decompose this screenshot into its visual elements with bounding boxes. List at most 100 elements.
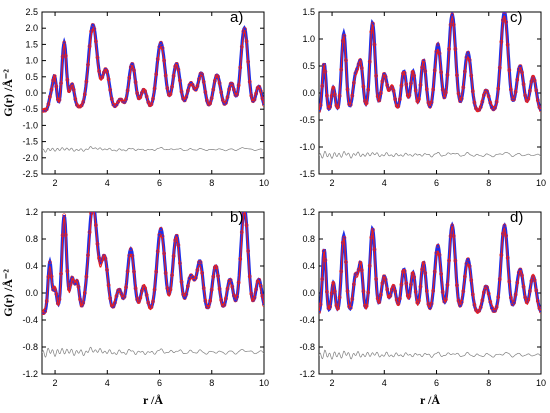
data-point <box>130 253 135 258</box>
data-point <box>135 297 140 302</box>
data-point <box>62 213 67 218</box>
data-point <box>453 47 458 51</box>
data-point <box>212 78 217 83</box>
data-point <box>331 85 336 90</box>
data-point <box>436 243 440 248</box>
data-point <box>54 291 59 296</box>
data-point <box>459 300 464 304</box>
data-point <box>71 87 76 92</box>
data-point <box>467 264 472 269</box>
data-point <box>235 294 239 299</box>
data-point <box>532 78 537 83</box>
data-point <box>151 96 155 101</box>
data-point <box>523 93 528 98</box>
data-point <box>477 308 482 313</box>
x-tick-label: 10 <box>259 378 269 388</box>
data-point <box>423 69 428 74</box>
data-point <box>494 99 499 104</box>
data-point <box>101 253 106 258</box>
data-point <box>103 256 108 261</box>
data-point <box>475 108 480 113</box>
data-point <box>81 99 86 104</box>
data-point <box>162 58 167 63</box>
y-tick-label: -0.8 <box>22 342 38 352</box>
data-point <box>219 298 224 302</box>
data-point <box>364 304 369 308</box>
data-point <box>193 275 198 280</box>
data-point <box>518 64 523 69</box>
data-point <box>502 12 507 14</box>
data-point <box>65 77 70 82</box>
data-point <box>321 249 326 254</box>
x-tick-label: 6 <box>157 378 162 388</box>
data-point <box>356 62 361 67</box>
data-point <box>340 38 345 43</box>
data-point <box>497 277 502 281</box>
data-point <box>111 304 116 309</box>
data-point <box>342 33 347 38</box>
data-point <box>203 298 208 303</box>
data-point <box>450 223 455 228</box>
y-tick-label: -1.0 <box>299 142 315 152</box>
y-tick-label: -1.2 <box>22 369 38 379</box>
data-point <box>254 287 258 292</box>
chart-panel-4: 2 4 6 8 10 -1.2 -0.8 -0.4 0.0 0.4 0.8 1.2 d) r /Å <box>299 207 546 407</box>
y-tick-label: 1.2 <box>25 207 38 217</box>
data-point <box>510 97 515 102</box>
data-point <box>499 253 504 257</box>
data-point <box>364 101 369 106</box>
data-point <box>59 81 63 86</box>
data-point <box>402 71 407 75</box>
x-axis-label: r /Å <box>420 393 440 407</box>
data-point <box>418 284 423 289</box>
data-point <box>520 70 524 75</box>
data-point <box>254 91 258 96</box>
data-point <box>413 88 418 93</box>
x-tick-label: 8 <box>209 378 214 388</box>
data-point <box>372 247 377 252</box>
data-point <box>238 65 243 70</box>
data-point <box>382 72 386 76</box>
data-point <box>122 294 127 299</box>
data-point <box>442 95 447 100</box>
data-point <box>331 281 336 285</box>
data-point <box>79 103 84 108</box>
y-axis-label: G(r) /Å⁻² <box>1 69 15 117</box>
data-point <box>466 257 470 262</box>
data-point <box>520 273 524 278</box>
data-point <box>113 300 117 305</box>
data-point <box>139 90 144 95</box>
data-point <box>466 50 470 55</box>
data-point <box>539 108 541 113</box>
data-point <box>209 287 214 292</box>
series-experimental <box>319 221 541 314</box>
data-point <box>44 299 49 303</box>
data-point <box>513 292 518 297</box>
data-point <box>366 87 371 92</box>
data-point <box>526 96 531 101</box>
data-point <box>478 105 483 109</box>
y-tick-label: 1.5 <box>302 7 315 17</box>
data-point <box>133 80 138 85</box>
data-point <box>195 84 200 88</box>
data-point <box>323 258 328 262</box>
data-point <box>378 292 383 297</box>
data-point <box>383 74 388 79</box>
data-point <box>499 39 504 44</box>
data-point <box>388 293 393 298</box>
data-point <box>391 284 396 288</box>
data-point <box>494 305 499 309</box>
data-point <box>480 99 485 104</box>
data-point <box>390 287 394 292</box>
data-point <box>423 271 428 275</box>
data-point <box>228 278 233 283</box>
data-point <box>380 79 385 84</box>
data-point <box>432 269 437 274</box>
y-tick-label: 0.0 <box>25 288 38 298</box>
data-point <box>385 287 390 292</box>
data-point <box>332 289 337 294</box>
data-point <box>447 47 451 51</box>
data-point <box>421 58 426 63</box>
data-point <box>230 284 235 289</box>
data-point <box>393 289 398 294</box>
